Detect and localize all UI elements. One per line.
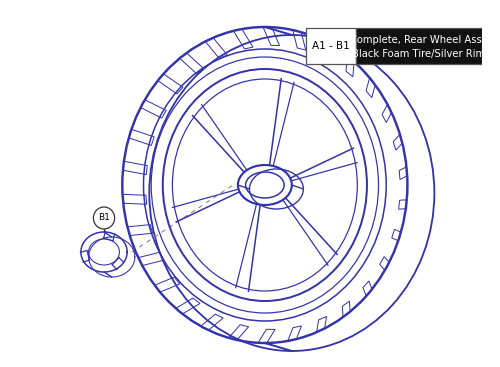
- Text: A1 - B1: A1 - B1: [312, 41, 350, 51]
- FancyBboxPatch shape: [306, 28, 356, 64]
- Text: Complete, Rear Wheel Assy: Complete, Rear Wheel Assy: [350, 35, 488, 45]
- Text: Black Foam Tire/Silver Rim: Black Foam Tire/Silver Rim: [352, 49, 486, 59]
- Text: B1: B1: [98, 214, 110, 222]
- FancyBboxPatch shape: [356, 28, 482, 64]
- Circle shape: [94, 207, 114, 229]
